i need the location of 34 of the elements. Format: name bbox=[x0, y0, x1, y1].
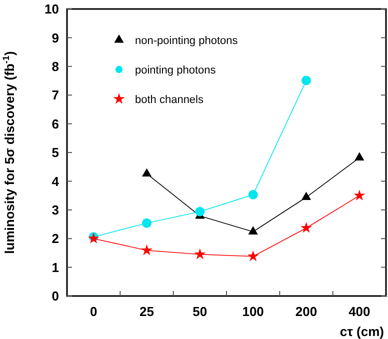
point bbox=[248, 226, 258, 234]
point bbox=[300, 222, 312, 233]
y-tick-label: 5 bbox=[52, 145, 59, 160]
y-tick-label: 10 bbox=[44, 2, 59, 17]
x-tick-label: 50 bbox=[192, 304, 208, 319]
legend-label: pointing photons bbox=[135, 64, 216, 76]
point bbox=[354, 152, 364, 160]
point bbox=[141, 244, 152, 256]
y-tick-label: 0 bbox=[52, 288, 59, 304]
y-tick-label: 4 bbox=[52, 174, 60, 189]
point bbox=[301, 192, 312, 200]
point bbox=[247, 250, 259, 262]
y-tick-label: 6 bbox=[52, 116, 59, 132]
y-tick-label: 8 bbox=[52, 58, 59, 74]
legend-label: both channels bbox=[135, 94, 204, 106]
y-tick-label: 9 bbox=[52, 30, 59, 46]
x-tick-label: 200 bbox=[295, 304, 318, 319]
point bbox=[354, 190, 366, 200]
point bbox=[302, 76, 311, 86]
x-tick-label: 100 bbox=[242, 304, 264, 319]
y-tick-label: 3 bbox=[52, 202, 59, 218]
x-tick-label: 25 bbox=[140, 304, 154, 319]
y-tick-label: 1 bbox=[52, 260, 59, 275]
point bbox=[142, 168, 152, 177]
x-axis-title: cτ (cm) bbox=[340, 324, 384, 339]
y-tick-label: 2 bbox=[52, 231, 59, 246]
point bbox=[195, 206, 205, 216]
point bbox=[194, 248, 206, 260]
point bbox=[142, 218, 152, 228]
legend-label: non-pointing photons bbox=[135, 34, 238, 47]
point bbox=[248, 190, 258, 200]
y-tick-label: 7 bbox=[52, 88, 59, 103]
x-tick-label: 0 bbox=[90, 304, 98, 319]
x-tick-label: 400 bbox=[348, 304, 370, 319]
